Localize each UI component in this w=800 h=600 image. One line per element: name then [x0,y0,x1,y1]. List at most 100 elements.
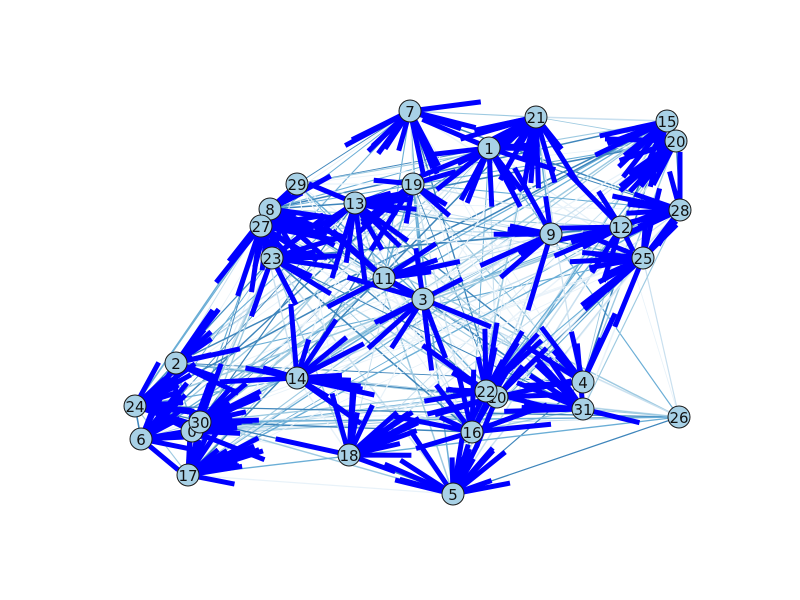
arrow-6-to-27 [214,233,257,284]
arrow-1-to-14 [301,318,339,371]
edge-14-24 [134,377,298,407]
arrow-0-to-7 [383,118,406,151]
node-circle [460,420,484,444]
node-13: 13 [343,191,367,215]
arrow-15-to-14 [303,335,349,373]
arrow-5-to-17 [198,474,235,487]
arrow-1-to-9 [512,166,548,226]
arrow-1-to-7 [419,112,462,132]
arrow-20-to-13 [365,195,408,205]
node-circle [260,246,284,270]
arrow-8-to-16 [434,383,468,425]
node-label: 11 [374,270,393,288]
arrow-29-to-11 [331,228,378,273]
arrow-3-to-21 [498,125,533,182]
arrow-3-to-5 [449,457,456,484]
arrow-21-to-22 [485,346,498,381]
edge-12-23 [271,226,622,259]
node-3: 3 [411,287,435,311]
edge-1-30 [199,147,490,423]
node-26: 26 [667,405,691,429]
node-circle [343,191,367,215]
nodes-layer: 0123456789101112131415161718192021222324… [123,99,692,506]
node-circle [398,99,422,123]
arrow-23-to-31 [516,380,574,408]
arrow-7-to-1 [421,117,480,146]
node-circle [411,287,435,311]
arrow-15-to-24 [142,361,197,402]
edge-9-29 [296,183,552,235]
arrow-26-to-21 [539,124,580,184]
arrow-0-to-5 [394,477,443,494]
node-2: 2 [164,351,188,375]
node-19: 19 [401,172,425,196]
node-label: 26 [669,409,688,427]
arrow-8-to-24 [138,361,161,398]
node-label: 27 [251,218,270,236]
node-4: 4 [571,370,595,394]
edge-12-17 [187,226,622,476]
arrow-4-to-3 [432,300,492,330]
arrow-23-to-18 [329,392,349,446]
arrow-27-to-9 [509,223,541,235]
arrow-20-to-22 [491,332,540,385]
node-label: 22 [476,383,495,401]
node-label: 6 [136,431,146,449]
edge-8-26 [269,208,680,418]
arrow-17-to-9 [479,236,543,268]
arrow-5-to-18 [358,456,397,475]
arrow-31-to-14 [307,372,343,380]
node-14: 14 [285,366,309,390]
arrow-27-to-14 [288,303,299,368]
arrow-10-to-1 [487,158,495,207]
arrow-1-to-23 [281,235,338,258]
arrow-3-to-1 [464,157,488,204]
node-label: 9 [546,226,556,244]
node-circle [285,366,309,390]
arrow-4-to-16 [481,411,524,431]
arrow-21-to-9 [543,196,552,224]
edge-7-21 [409,110,537,118]
node-circle [524,105,548,129]
node-label: 28 [670,202,689,220]
node-circle [164,351,188,375]
node-21: 21 [524,105,548,129]
node-circle [631,246,655,270]
arrow-25-to-23 [282,257,339,271]
arrow-5-to-14 [305,381,330,399]
arrow-21-to-12 [596,190,618,220]
arrow-9-to-28 [626,208,670,216]
node-circle [285,172,309,196]
edge-14-15 [296,120,668,379]
node-label: 30 [190,414,209,432]
arrow-2-to-14 [244,365,287,379]
node-24: 24 [123,394,147,418]
arrow-5-to-3 [421,309,435,371]
arrow-24-to-14 [219,376,287,385]
node-17: 17 [176,463,200,487]
edge-5-17 [187,474,454,495]
arrow-2-to-5 [399,457,446,491]
node-23: 23 [260,246,284,270]
arrow-14-to-13 [343,213,356,264]
arrow-31-to-21 [536,126,558,184]
node-27: 27 [249,214,273,238]
arrow-29-to-28 [627,201,670,212]
arrow-9-to-25 [597,237,634,257]
arrow-3-to-2 [186,352,213,363]
node-1: 1 [477,136,501,160]
arrow-16-to-9 [525,243,551,311]
arrow-11-to-25 [588,257,633,271]
arrow-13-to-31 [528,373,576,406]
arrow-0-to-12 [581,229,613,250]
node-29: 29 [285,172,309,196]
node-label: 3 [418,291,428,309]
arrow-19-to-15 [606,122,658,147]
node-circle [664,129,688,153]
arrow-13-to-14 [297,338,312,369]
arrow-13-to-4 [551,348,578,376]
arrow-28-to-23 [282,254,309,261]
edge-1-14 [296,147,490,379]
node-label: 19 [403,176,422,194]
arrow-12-to-18 [356,430,384,451]
